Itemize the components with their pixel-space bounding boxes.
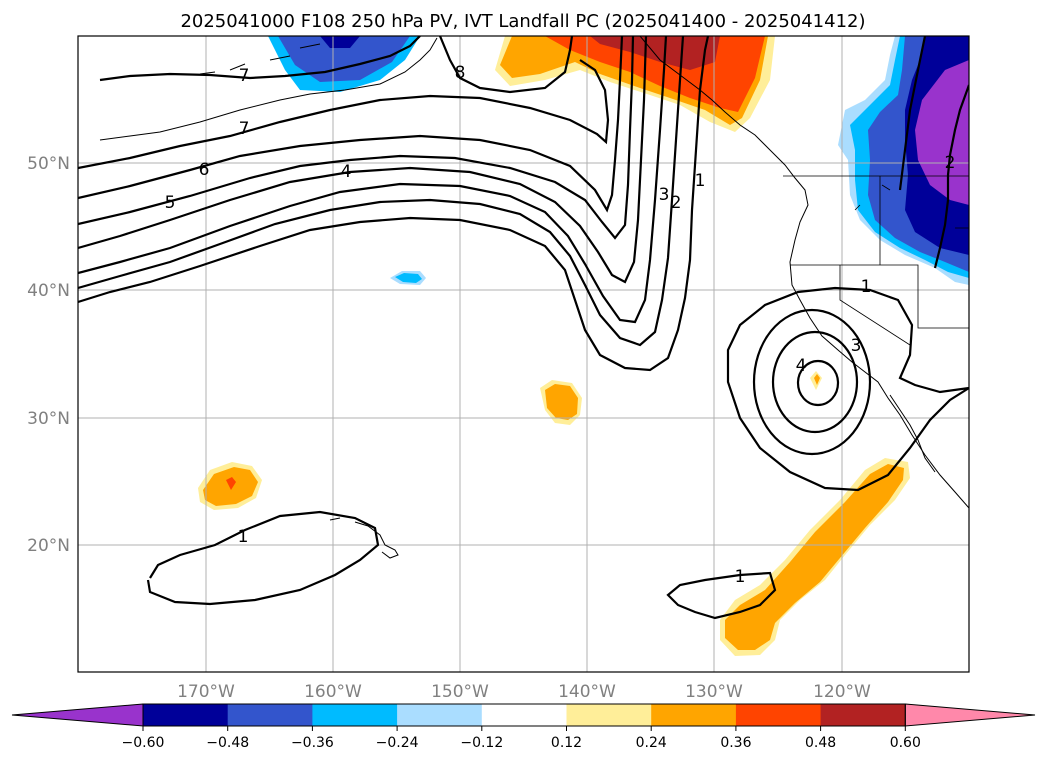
political-borders (783, 175, 969, 346)
aleutian-coast (99, 37, 438, 141)
colorbar-segment (143, 704, 229, 726)
pv-contour-line (438, 36, 574, 94)
pv-contour-line (146, 510, 380, 606)
pv-contour-line (78, 36, 710, 372)
contour-label: 8 (455, 63, 466, 83)
contour-label: 7 (239, 119, 250, 139)
colorbar-tick-label: 0.60 (890, 735, 921, 751)
pv-contour-line (78, 36, 668, 324)
state-borders (854, 184, 969, 229)
contour-label: 1 (735, 567, 746, 587)
pv-contour-line (78, 36, 635, 240)
colorbar-tick-label: 0.36 (720, 735, 751, 751)
contour-label: 3 (659, 185, 670, 205)
colorbar-segment (566, 704, 652, 726)
contour-label: 2 (671, 193, 682, 213)
colorbar-segment (312, 704, 398, 726)
longitude-labels: 170°W 160°W 150°W 140°W 130°W 120°W (177, 682, 871, 702)
lon-label: 160°W (304, 682, 362, 702)
hawaii-islands (329, 517, 399, 559)
lon-label: 140°W (558, 682, 616, 702)
pv-contour-line (752, 308, 872, 456)
colorbar-tick-label: −0.12 (460, 735, 503, 751)
colorbar-segment (651, 704, 737, 726)
colorbar-frame (142, 703, 906, 727)
latitude-labels: 50°N 40°N 30°N 20°N (27, 154, 70, 556)
north-america-coast (639, 36, 969, 509)
aleutian-islands (199, 43, 321, 75)
contour-label: 1 (861, 277, 872, 297)
positive-anomaly-region (814, 374, 820, 385)
contour-label: 1 (695, 171, 706, 191)
negative-anomaly-region (915, 60, 969, 205)
negative-anomaly-region (278, 36, 410, 82)
map-title: 2025041000 F108 250 hPa PV, IVT Landfall… (180, 11, 865, 32)
contour-label: 7 (239, 66, 250, 86)
lon-label: 130°W (685, 682, 743, 702)
positive-anomaly-region (226, 477, 236, 490)
colorbar-tick-label: 0.24 (636, 735, 667, 751)
pv-contour-line (933, 84, 969, 269)
positive-anomaly-region (545, 384, 578, 420)
negative-anomaly-region (395, 273, 422, 283)
colorbar-tick-label: −0.60 (122, 735, 165, 751)
negative-anomaly-region (320, 36, 360, 48)
contour-label: 4 (341, 162, 352, 182)
contour-label: 5 (165, 193, 176, 213)
coastlines (99, 36, 969, 559)
pv-contour-line (726, 286, 969, 492)
pv-contour-line (78, 36, 685, 347)
contour-label: 1 (238, 527, 249, 547)
pv-contour-line (796, 359, 840, 407)
colorbar-tick-label: −0.36 (291, 735, 334, 751)
pv-contour-line (78, 59, 610, 170)
pv-contour-line (99, 36, 421, 82)
pv-contour-line (78, 36, 648, 284)
baja-coast (889, 394, 936, 473)
contour-label: 3 (851, 336, 862, 356)
contour-labels: 7 7 6 5 4 8 3 2 1 1 3 4 1 1 2 (165, 63, 956, 587)
contour-label: 6 (199, 160, 210, 180)
colorbar-segment (481, 704, 567, 726)
lat-label: 20°N (27, 536, 70, 556)
map-background (78, 36, 969, 672)
map-area: 7 7 6 5 4 8 3 2 1 1 3 4 1 1 2 (78, 36, 969, 672)
lat-label: 50°N (27, 154, 70, 174)
colorbar-extend-high (904, 703, 1036, 727)
contour-label: 4 (796, 356, 807, 376)
contour-label: 2 (945, 153, 956, 173)
pv-contours (78, 36, 969, 620)
colorbar-tick-label: −0.48 (206, 735, 249, 751)
colorbar-segment (397, 704, 483, 726)
colorbar-tick-label: 0.12 (551, 735, 582, 751)
lon-label: 150°W (431, 682, 489, 702)
pv-contour-line (78, 36, 624, 213)
positive-anomaly-region (725, 464, 904, 650)
lat-label: 30°N (27, 409, 70, 429)
lon-label: 120°W (813, 682, 871, 702)
pv-contour-line (898, 36, 927, 191)
pv-contour-line (666, 571, 777, 620)
colorbar-tick-label: −0.24 (376, 735, 419, 751)
colorbar-tick-label: 0.48 (805, 735, 836, 751)
colorbar-segment (820, 704, 906, 726)
map-frame (77, 35, 970, 673)
lon-label: 170°W (177, 682, 235, 702)
colorbar-segment (735, 704, 822, 726)
colorbar: −0.60 −0.48 −0.36 −0.24 −0.12 0.12 0.24 0.36 0.4… (11, 703, 1036, 751)
lat-label: 40°N (27, 281, 70, 301)
colorbar-extend-low (11, 703, 144, 727)
colorbar-segment (227, 704, 313, 726)
pv-contour-line (771, 330, 859, 434)
